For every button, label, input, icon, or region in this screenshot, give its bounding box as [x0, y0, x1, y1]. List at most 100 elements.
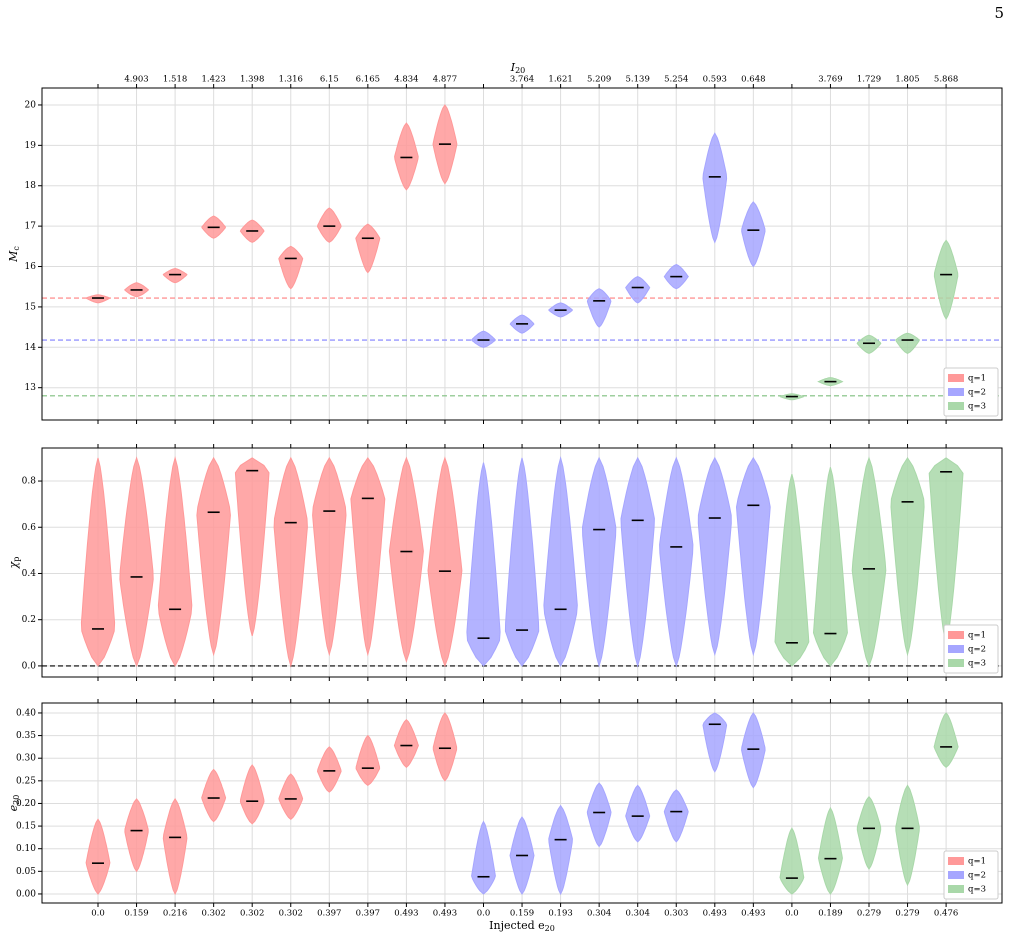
top-tick-label: 3.764 [510, 75, 534, 85]
legend-swatch [948, 659, 964, 667]
violin-body [312, 456, 347, 657]
violin-body [856, 334, 882, 354]
axes-frame [41, 447, 1003, 678]
y-tick-label: 17 [25, 222, 37, 232]
y-tick-label: 0.05 [16, 867, 36, 877]
legend-swatch [948, 402, 964, 410]
top-tick-label: 0.648 [741, 75, 765, 85]
page-number: 5 [994, 4, 1004, 22]
violin-body [928, 457, 964, 643]
violin-body [239, 764, 265, 825]
top-tick-label: 1.518 [163, 75, 187, 85]
legend-label: q=1 [968, 857, 986, 867]
violin-body [697, 456, 732, 657]
x-tick-label: 0.493 [433, 909, 457, 919]
legend-swatch [948, 885, 964, 893]
x-tick-label: 0.397 [356, 909, 380, 919]
violin-body [470, 330, 497, 348]
x-tick-label: 0.159 [124, 909, 148, 919]
x-tick-label: 0.0 [785, 909, 799, 919]
x-tick-label: 0.159 [510, 909, 534, 919]
violin-body [196, 456, 231, 657]
x-tick-label: 0.302 [279, 909, 303, 919]
y-tick-label: 15 [25, 302, 37, 312]
violin-body [659, 456, 694, 668]
x-axis-label-sub: 20 [545, 924, 555, 933]
violin-body [702, 132, 728, 244]
legend-label: q=3 [968, 659, 986, 669]
top-tick-label: 4.877 [433, 75, 457, 85]
legend-label: q=3 [968, 402, 986, 412]
violin-body [119, 456, 154, 668]
y-axis-label-sub: 20 [12, 795, 21, 805]
violin-body [548, 804, 573, 896]
violin-body [625, 276, 651, 304]
y-tick-label: 0.40 [16, 708, 36, 718]
legend-swatch [948, 645, 964, 653]
y-axis-label-main: e [7, 804, 20, 811]
violin-body [355, 734, 381, 787]
y-tick-label: 0.0 [22, 661, 37, 671]
axes-frame [41, 702, 1003, 904]
violin-body [817, 806, 843, 895]
y-axis-label-main: M [7, 250, 20, 263]
top-tick-label: 5.868 [934, 75, 958, 85]
x-tick-label: 0.216 [163, 909, 187, 919]
y-tick-label: 0.35 [16, 731, 36, 741]
top-tick-label: 6.15 [320, 75, 339, 85]
top-tick-label: 5.139 [626, 75, 650, 85]
top-tick-label: 5.254 [664, 75, 688, 85]
top-tick-label: 1.423 [201, 75, 225, 85]
y-tick-label: 0.4 [22, 569, 37, 579]
top-tick-label: 1.729 [857, 75, 881, 85]
legend-swatch [948, 631, 964, 639]
x-tick-label: 0.304 [587, 909, 611, 919]
x-tick-label: 0.189 [818, 909, 842, 919]
legend-swatch [948, 871, 964, 879]
violin-body [620, 456, 655, 668]
y-tick-label: 13 [25, 383, 37, 393]
top-tick-label: 1.621 [548, 75, 572, 85]
violin-body [581, 456, 617, 668]
violin-body [586, 782, 612, 848]
legend-swatch [948, 374, 964, 382]
violin-body [890, 456, 925, 657]
x-tick-label: 0.279 [895, 909, 919, 919]
violin-body [663, 789, 689, 843]
violin-body [162, 797, 188, 896]
x-tick-label: 0.397 [317, 909, 341, 919]
y-tick-label: 14 [25, 343, 37, 353]
violin-body [80, 457, 116, 667]
legend-label: q=2 [968, 871, 986, 881]
violin-body [933, 239, 959, 321]
x-tick-label: 0.302 [201, 909, 225, 919]
y-axis-label: χp [7, 557, 21, 570]
violin-body [234, 457, 270, 637]
legend-label: q=2 [968, 645, 986, 655]
violin-body [394, 122, 419, 191]
legend-label: q=2 [968, 388, 986, 398]
y-axis-label: e20 [7, 795, 21, 812]
violin-body [735, 456, 771, 657]
y-tick-label: 0.10 [16, 844, 36, 854]
x-tick-label: 0.493 [394, 909, 418, 919]
violin-body [273, 456, 308, 668]
top-tick-label: 6.165 [356, 75, 380, 85]
y-tick-label: 16 [25, 262, 37, 272]
violin-body [504, 457, 540, 667]
x-axis-label: Injected e20 [489, 919, 555, 933]
violin-body [201, 768, 227, 823]
y-tick-label: 0.00 [16, 889, 36, 899]
y-axis-label: Mc [7, 246, 21, 263]
y-tick-label: 0.25 [16, 776, 36, 786]
x-tick-label: 0.304 [626, 909, 650, 919]
top-tick-label: 0.593 [703, 75, 727, 85]
top-axis-label-main: I [510, 61, 516, 74]
top-axis-label-sub: 20 [515, 66, 525, 75]
x-tick-label: 0.193 [548, 909, 572, 919]
violin-body [316, 207, 342, 243]
violin-body [466, 462, 501, 667]
x-tick-label: 0.476 [934, 909, 958, 919]
x-tick-label: 0.493 [703, 909, 727, 919]
